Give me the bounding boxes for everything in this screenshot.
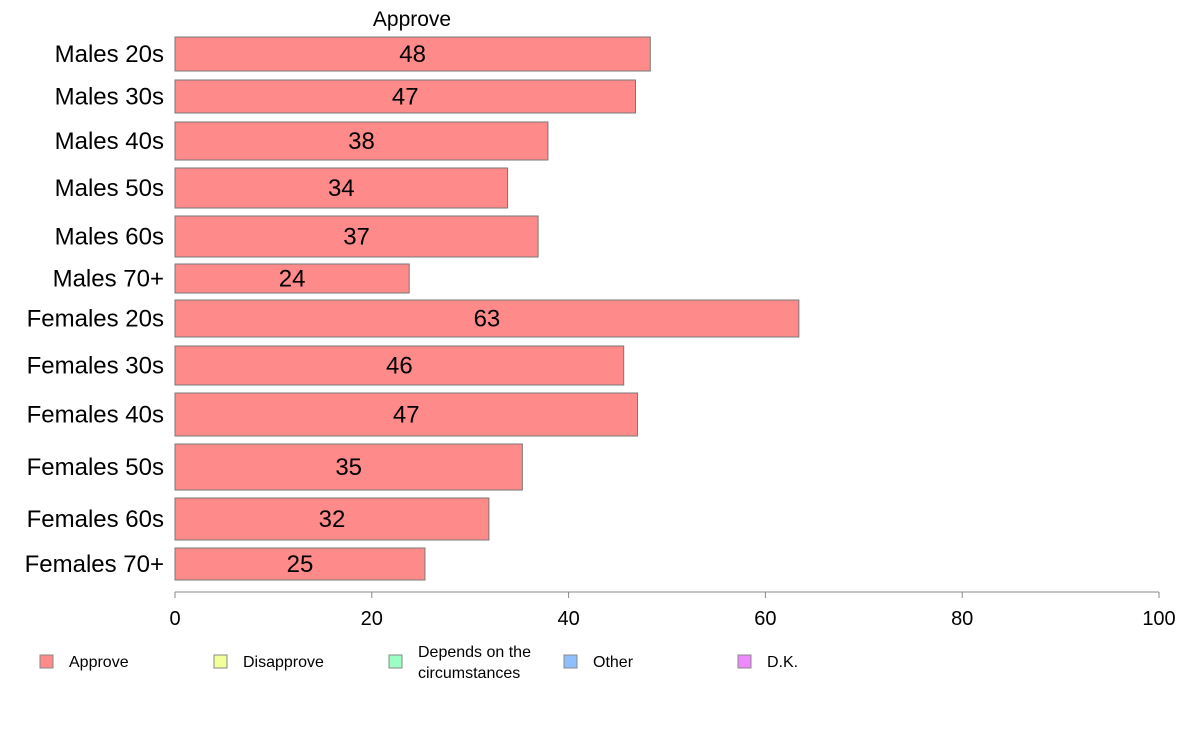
bar-males-30s bbox=[174, 79, 637, 114]
value-label-males-50s: 34 bbox=[328, 175, 355, 202]
bar-males-40s bbox=[174, 121, 549, 161]
category-label-females-30s: Females 30s bbox=[27, 353, 164, 380]
category-labels: Males 20s Males 30s Males 40s Males 50s Male… bbox=[25, 41, 164, 578]
value-label-females-50s: 35 bbox=[335, 454, 362, 481]
bar-males-20s bbox=[174, 36, 651, 72]
category-label-males-20s: Males 20s bbox=[55, 41, 164, 68]
bar-males-60s bbox=[174, 215, 539, 258]
category-label-females-70plus: Females 70+ bbox=[25, 551, 164, 578]
category-label-females-50s: Females 50s bbox=[27, 454, 164, 481]
bar-females-30s bbox=[174, 345, 625, 386]
value-label-females-30s: 46 bbox=[386, 353, 413, 380]
value-label-females-40s: 47 bbox=[393, 402, 420, 429]
bar-females-40s bbox=[174, 392, 638, 437]
x-tick-label-80: 80 bbox=[951, 608, 973, 630]
x-tick-label-60: 60 bbox=[754, 608, 776, 630]
value-label-females-70plus: 25 bbox=[287, 551, 314, 578]
x-tick-label-20: 20 bbox=[361, 608, 383, 630]
x-tick-label-40: 40 bbox=[557, 608, 579, 630]
legend-swatch-depends-on-the-circumstances bbox=[388, 654, 403, 669]
category-label-males-40s: Males 40s bbox=[55, 128, 164, 155]
legend-label-disapprove: Disapprove bbox=[243, 654, 324, 671]
category-label-females-20s: Females 20s bbox=[27, 306, 164, 333]
x-axis: 0 20 40 60 80 100 bbox=[169, 591, 1176, 630]
value-label-females-60s: 32 bbox=[319, 506, 346, 533]
legend-swatch-approve bbox=[39, 654, 54, 669]
value-label-males-30s: 47 bbox=[392, 84, 419, 111]
bar-males-70plus bbox=[174, 263, 410, 294]
legend-swatch-disapprove bbox=[213, 654, 228, 669]
value-label-males-40s: 38 bbox=[348, 128, 375, 155]
category-label-males-70plus: Males 70+ bbox=[53, 266, 164, 293]
value-label-males-70plus: 24 bbox=[279, 266, 306, 293]
x-tick-label-100: 100 bbox=[1142, 608, 1175, 630]
x-tick-label-0: 0 bbox=[169, 608, 180, 630]
value-label-males-20s: 48 bbox=[399, 41, 426, 68]
legend-label-other: Other bbox=[593, 654, 634, 671]
legend-swatch-d-k- bbox=[737, 654, 752, 669]
bar-females-20s bbox=[174, 299, 800, 338]
chart-title: Approve bbox=[373, 8, 451, 31]
value-label-females-20s: 63 bbox=[474, 306, 501, 333]
bar-females-70plus bbox=[174, 547, 426, 581]
legend: Approve Disapprove Depends on the circumsta… bbox=[39, 644, 798, 682]
bar-females-60s bbox=[174, 497, 490, 541]
category-label-males-60s: Males 60s bbox=[55, 224, 164, 251]
category-label-males-50s: Males 50s bbox=[55, 175, 164, 202]
legend-swatch-other bbox=[563, 654, 578, 669]
legend-label-approve: Approve bbox=[69, 654, 129, 671]
category-label-females-40s: Females 40s bbox=[27, 402, 164, 429]
legend-label-d-k-: D.K. bbox=[767, 654, 798, 671]
bar-males-50s bbox=[174, 167, 509, 209]
bar-females-50s bbox=[174, 443, 523, 491]
category-label-males-30s: Males 30s bbox=[55, 84, 164, 111]
value-label-males-60s: 37 bbox=[343, 224, 370, 251]
legend-label-depends-on-the-circumstances: Depends on the circumstances bbox=[418, 644, 531, 682]
category-label-females-60s: Females 60s bbox=[27, 506, 164, 533]
